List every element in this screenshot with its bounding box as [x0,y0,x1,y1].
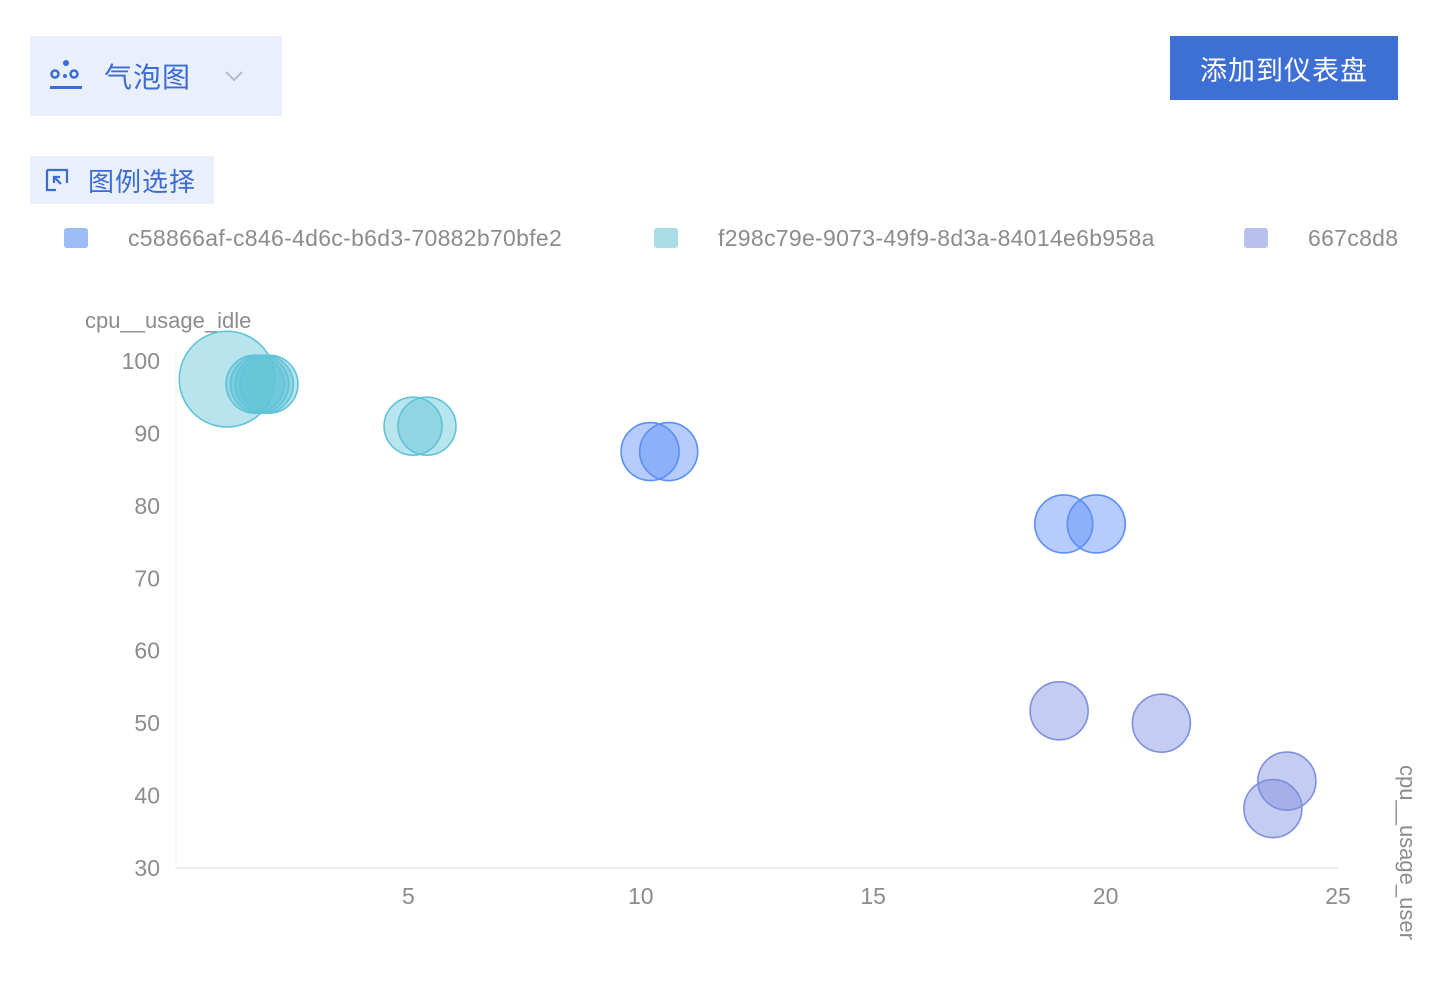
y-axis-title: cpu__usage_idle [85,308,251,333]
bubble-series-2-point-7[interactable] [397,396,457,456]
add-to-dashboard-button[interactable]: 添加到仪表盘 [1170,36,1398,100]
x-axis-title: cpu__usage_user [1395,765,1420,940]
y-tick-label: 70 [134,565,160,591]
bubble-series-2-point-5[interactable] [239,354,299,414]
legend-swatch [654,228,678,248]
legend-swatch [1244,228,1268,248]
chevron-down-icon[interactable] [223,65,245,87]
x-tick-label: 15 [860,883,886,909]
legend-label: 667c8d8 [1308,224,1398,251]
legend-item-series-1[interactable]: c58866af-c846-4d6c-b6d3-70882b70bfe2 [64,222,562,254]
legend-select-label: 图例选择 [88,166,197,197]
y-tick-label: 50 [134,710,160,736]
chart-type-selector[interactable]: 气泡图 [30,36,282,116]
legend-label: f298c79e-9073-49f9-8d3a-84014e6b958a [718,224,1155,251]
legend-select-icon [44,167,70,193]
legend-item-series-3[interactable]: 667c8d8 [1244,222,1398,254]
x-tick-label: 5 [402,883,415,909]
legend-swatch [64,228,88,248]
y-tick-label: 90 [134,420,160,446]
bubble-layer [178,330,1317,839]
legend-label: c58866af-c846-4d6c-b6d3-70882b70bfe2 [128,224,563,251]
chart-type-label: 气泡图 [104,62,192,93]
y-tick-label: 30 [134,855,160,881]
legend-item-series-2[interactable]: f298c79e-9073-49f9-8d3a-84014e6b958a [654,222,1155,254]
x-tick-label: 25 [1325,883,1351,909]
x-tick-label: 10 [628,883,654,909]
chart-legend: c58866af-c846-4d6c-b6d3-70882b70bfe2 f29… [64,222,1398,254]
bubble-series-3-point-3[interactable] [1257,751,1317,811]
y-tick-label: 100 [122,348,160,374]
bubble-series-2-point-6[interactable] [383,396,443,456]
y-tick-label: 80 [134,493,160,519]
y-tick-label: 40 [134,783,160,809]
bubble-chart-icon [48,58,84,94]
y-tick-label: 60 [134,638,160,664]
bubble-series-3-point-4[interactable] [1243,778,1303,839]
bubble-series-1-point-1[interactable] [620,421,680,482]
bubble-series-1-point-4[interactable] [1066,494,1127,554]
legend-select-button[interactable]: 图例选择 [30,156,214,204]
x-axis: 5 10 15 20 25 [402,883,1351,909]
bubble-series-1-point-2[interactable] [638,421,699,482]
y-axis: 30 40 50 60 70 80 90 100 [122,348,160,881]
bubble-series-3-point-2[interactable] [1131,693,1192,753]
bubble-series-1-point-3[interactable] [1033,494,1094,554]
bubble-series-3-point-1[interactable] [1029,681,1089,741]
x-tick-label: 20 [1093,883,1119,909]
